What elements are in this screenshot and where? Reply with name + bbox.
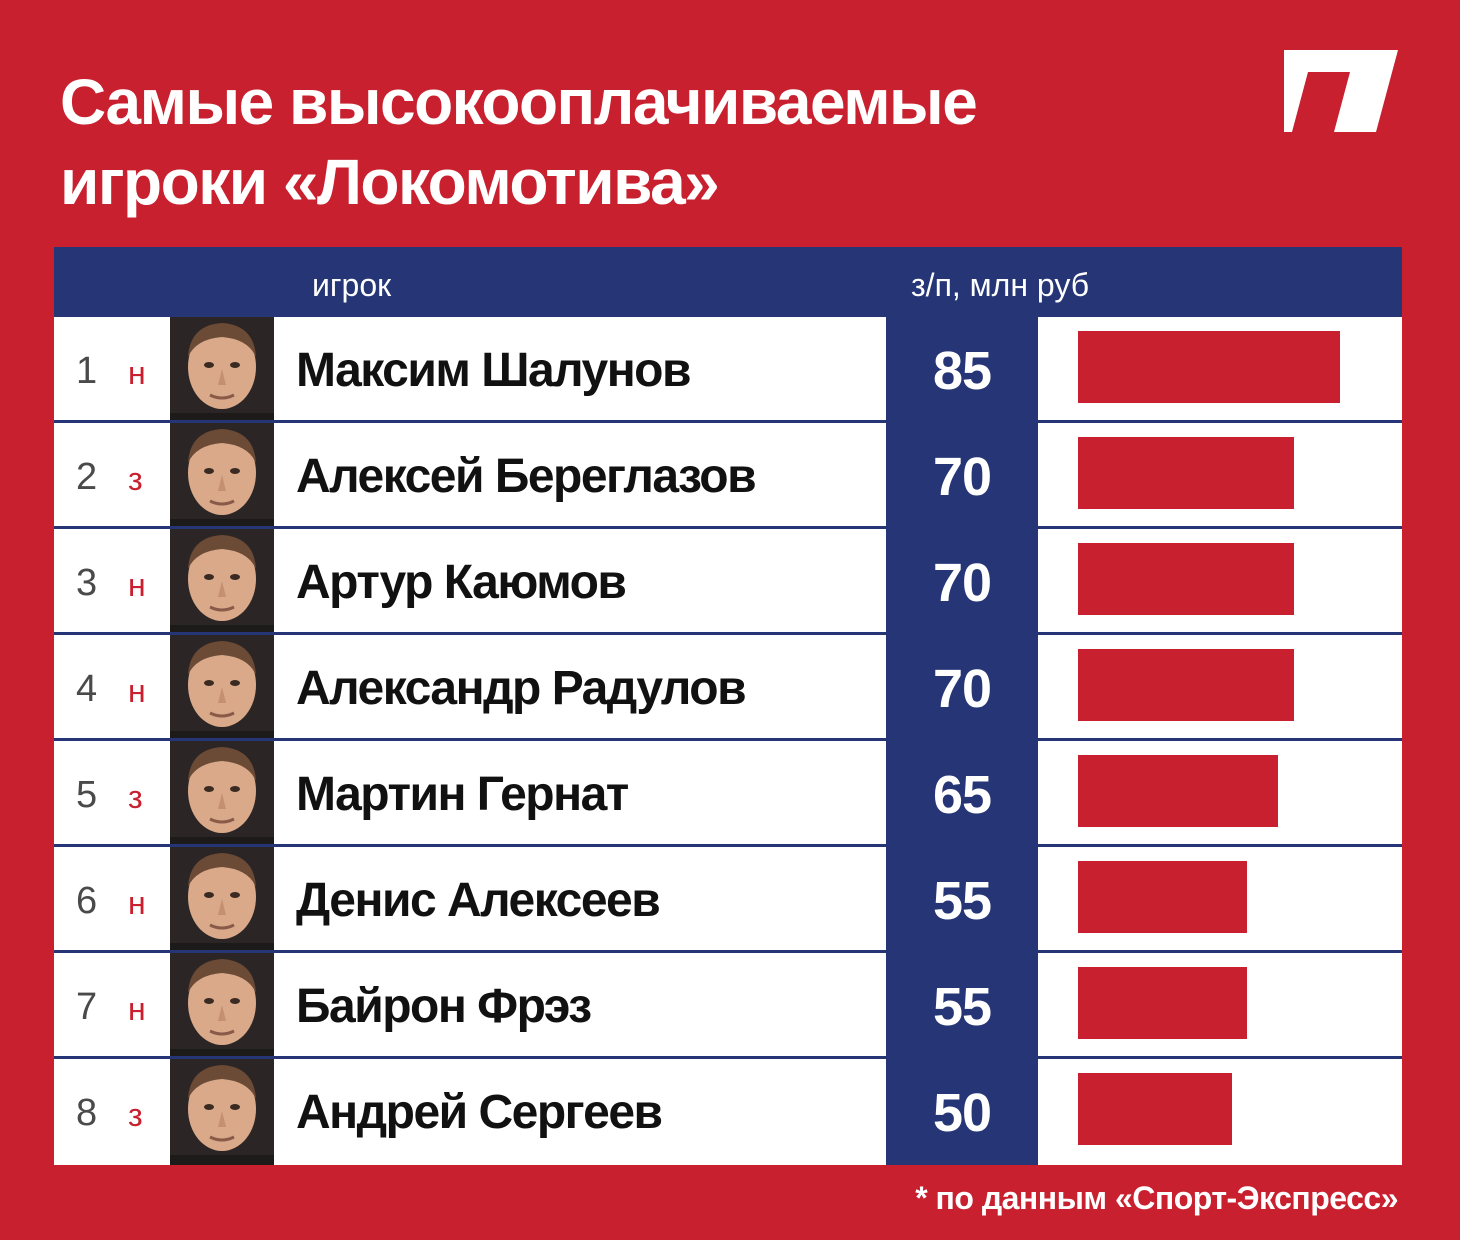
position-letter: н (128, 991, 146, 1027)
salary-bar (1078, 331, 1340, 403)
bar-cell (1038, 529, 1402, 632)
salary-value-label: 50 (932, 1083, 992, 1143)
bar-cell (1038, 953, 1402, 1056)
player-name: Мартин Гернат (296, 768, 629, 821)
player-photo (170, 741, 274, 844)
salary-cell: 85 (886, 317, 1038, 420)
player-photo (170, 953, 274, 1056)
player-photo (170, 423, 274, 526)
player-photo (170, 317, 274, 420)
salary-cell: 50 (886, 1059, 1038, 1165)
player-portrait-icon (170, 635, 274, 738)
bar-cell (1038, 847, 1402, 950)
bar-cell (1038, 1059, 1402, 1165)
player-name: Максим Шалунов (296, 344, 692, 397)
salary-value-label: 55 (932, 977, 992, 1037)
table-row: 7 н Байрон Фрэз 55 (54, 953, 1402, 1059)
player-photo (170, 1059, 274, 1165)
player-portrait-icon (170, 423, 274, 526)
rank-number: 8 (76, 1092, 98, 1134)
player-name: Андрей Сергеев (296, 1086, 663, 1139)
table-row: 3 н Артур Каюмов 70 (54, 529, 1402, 635)
player-photo (170, 847, 274, 950)
player-portrait-icon (170, 847, 274, 950)
table-row: 5 з Мартин Гернат 65 (54, 741, 1402, 847)
rank-number: 6 (76, 880, 98, 922)
salary-cell: 55 (886, 847, 1038, 950)
position-letter: н (128, 673, 146, 709)
table-row: 2 з Алексей Береглазов 70 (54, 423, 1402, 529)
player-portrait-icon (170, 953, 274, 1056)
salary-cell: 55 (886, 953, 1038, 1056)
salary-bar (1078, 967, 1247, 1039)
salary-cell: 70 (886, 423, 1038, 526)
player-portrait-icon (170, 317, 274, 420)
bar-cell (1038, 423, 1402, 526)
title-line-1: Самые высокооплачиваемые (60, 66, 978, 138)
player-name: Александр Радулов (296, 662, 747, 715)
salary-cell: 65 (886, 741, 1038, 844)
player-name: Байрон Фрэз (296, 980, 592, 1033)
table-row: 1 н Максим Шалунов 85 (54, 317, 1402, 423)
table-body: 1 н Максим Шалунов 85 (54, 317, 1402, 1165)
salary-value-label: 85 (932, 341, 992, 401)
table-row: 8 з Андрей Сергеев 50 (54, 1059, 1402, 1165)
salary-value-label: 70 (932, 659, 992, 719)
table-row: 4 н Александр Радулов 70 (54, 635, 1402, 741)
rank-number: 4 (76, 668, 98, 710)
salary-value-label: 70 (932, 553, 992, 613)
column-header-salary: з/п, млн руб (911, 267, 1090, 303)
column-header-player: игрок (312, 267, 392, 303)
salary-bar (1078, 861, 1247, 933)
rank-number: 5 (76, 774, 98, 816)
player-name: Алексей Береглазов (296, 450, 757, 503)
player-photo (170, 529, 274, 632)
salary-bar (1078, 755, 1278, 827)
position-letter: н (128, 567, 146, 603)
rank-number: 3 (76, 562, 98, 604)
table-header: игрок з/п, млн руб (54, 247, 1402, 317)
player-name: Артур Каюмов (296, 556, 627, 609)
bar-cell (1038, 317, 1402, 420)
salary-value-label: 55 (932, 871, 992, 931)
salary-bar (1078, 649, 1294, 721)
player-name: Денис Алексеев (296, 874, 661, 927)
position-letter: н (128, 885, 146, 921)
salary-value-label: 65 (932, 765, 992, 825)
salary-value-label: 70 (932, 447, 992, 507)
bar-cell (1038, 635, 1402, 738)
salary-cell: 70 (886, 529, 1038, 632)
position-letter: н (128, 355, 146, 391)
salary-bar (1078, 1073, 1232, 1145)
player-portrait-icon (170, 741, 274, 844)
salary-table: игрок з/п, млн руб 1 н Максим Шалунов (54, 247, 1402, 1165)
rank-number: 1 (76, 350, 98, 392)
player-portrait-icon (170, 1059, 274, 1165)
bar-cell (1038, 741, 1402, 844)
rank-number: 7 (76, 986, 98, 1028)
salary-bar (1078, 437, 1294, 509)
rank-number: 2 (76, 456, 98, 498)
salary-cell: 70 (886, 635, 1038, 738)
brand-slash-logo-icon (1284, 50, 1398, 132)
position-letter: з (128, 461, 143, 497)
title-line-2: игроки «Локомотива» (60, 146, 720, 218)
position-letter: з (128, 1097, 143, 1133)
page-title: Самые высокооплачиваемые игроки «Локомот… (60, 62, 1240, 222)
table-row: 6 н Денис Алексеев 55 (54, 847, 1402, 953)
source-footnote: * по данным «Спорт-Экспресс» (915, 1180, 1398, 1216)
player-photo (170, 635, 274, 738)
player-portrait-icon (170, 529, 274, 632)
salary-bar (1078, 543, 1294, 615)
position-letter: з (128, 779, 143, 815)
